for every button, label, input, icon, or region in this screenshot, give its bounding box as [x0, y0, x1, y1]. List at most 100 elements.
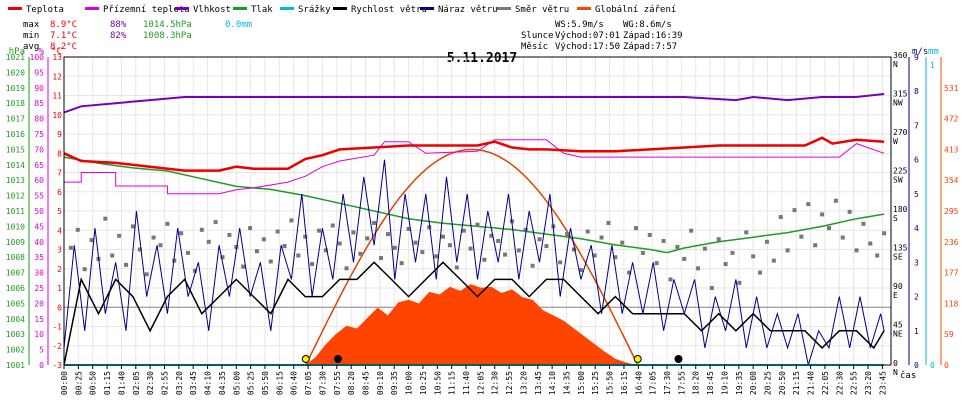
x-tick-label-47: 19:35 [735, 371, 744, 395]
dir-axis-deg-1: 315 [893, 90, 908, 99]
wind-direction-point-48 [399, 261, 404, 266]
pct-axis-tick-2: 90 [34, 84, 44, 93]
pct-axis-tick-6: 70 [34, 145, 44, 154]
dir-axis-label-3: SW [893, 176, 903, 185]
legend-label-0: Teplota [26, 5, 64, 15]
wind-direction-point-69 [544, 244, 549, 249]
info-wg: WG:8.6m/s [623, 20, 672, 30]
wind-direction-point-111 [833, 198, 838, 203]
wind-direction-point-74 [578, 268, 583, 273]
wind-speed-series [63, 261, 885, 366]
hpa-axis-tick-15: 1006 [6, 284, 25, 293]
pct-axis-tick-9: 55 [34, 192, 44, 201]
wind-direction-point-65 [516, 248, 521, 253]
sunrise-marker [301, 355, 310, 363]
info-moon-label: Měsíc [521, 42, 548, 52]
dir-axis-deg-3: 225 [893, 167, 908, 176]
legend-swatch-6 [420, 7, 434, 10]
wind-direction-point-105 [792, 208, 797, 213]
wind-direction-point-89 [682, 256, 687, 261]
dir-axis-label-4: S [893, 214, 898, 223]
wind-direction-point-43 [365, 236, 370, 241]
wind-direction-point-56 [454, 265, 459, 270]
dir-axis-deg-2: 270 [893, 128, 908, 137]
dir-axis-label-8: N [893, 368, 898, 377]
hpa-axis-tick-12: 1009 [6, 238, 25, 247]
x-axis-label: čas [900, 370, 916, 381]
stats-min-humidity: 82% [110, 31, 127, 41]
wind-direction-point-115 [861, 221, 866, 226]
rain-axis-tick-0: 1 [930, 61, 935, 70]
info-ws: WS:5.9m/s [555, 20, 604, 30]
wind-direction-point-83 [640, 250, 645, 255]
x-tick-label-38: 15:50 [606, 371, 615, 395]
wind-direction-point-16 [179, 231, 184, 236]
wind-direction-point-99 [751, 254, 756, 259]
temp-axis-tick-0: 13 [52, 53, 62, 62]
wind-direction-point-24 [234, 244, 239, 249]
x-tick-label-0: 00:00 [60, 371, 69, 395]
pct-axis-tick-12: 40 [34, 238, 44, 247]
wind-direction-point-116 [868, 241, 873, 246]
humidity-series [63, 93, 885, 114]
wind-direction-point-8 [124, 262, 129, 267]
rad-axis-tick-8: 59 [944, 330, 954, 339]
pct-axis-tick-18: 10 [34, 330, 44, 339]
wind-direction-point-117 [875, 253, 880, 258]
wind-direction-point-6 [110, 253, 115, 258]
wind-speed-line [63, 261, 885, 366]
rad-axis-tick-4: 295 [944, 207, 959, 216]
temperature-series [63, 136, 885, 172]
wind-direction-point-101 [764, 239, 769, 244]
hpa-axis-tick-9: 1012 [6, 192, 25, 201]
wind-direction-point-32 [289, 218, 294, 223]
legend-swatch-4 [280, 7, 294, 10]
wind-direction-point-97 [737, 280, 742, 285]
wind-direction-point-66 [523, 227, 528, 232]
rad-axis-tick-3: 354 [944, 176, 959, 185]
pressure-line [63, 156, 885, 254]
x-tick-label-30: 12:30 [491, 371, 500, 395]
info-moonrise: Východ:17:50 [555, 42, 620, 52]
wind-direction-point-7 [117, 233, 122, 238]
x-tick-label-50: 20:50 [778, 371, 787, 395]
pct-axis-tick-3: 85 [34, 99, 44, 108]
wind-direction-point-82 [634, 226, 639, 231]
moonset-marker [333, 355, 342, 363]
temp-axis-tick-12: 1 [57, 284, 62, 293]
wind-direction-point-21 [213, 220, 218, 225]
theoretical-radiation-line [305, 148, 639, 366]
wind-direction-point-31 [282, 244, 287, 249]
wind-direction-point-17 [186, 250, 191, 255]
x-tick-label-11: 04:35 [218, 371, 227, 395]
wind-direction-point-58 [468, 246, 473, 251]
ground-temperature-line [64, 139, 885, 195]
x-tick-label-43: 17:55 [677, 371, 686, 395]
pct-axis-tick-5: 75 [34, 130, 44, 139]
hpa-axis-unit: hPa [9, 47, 25, 57]
wind-direction-point-88 [675, 244, 680, 249]
x-tick-label-35: 14:35 [563, 371, 572, 395]
wind-axis-tick-7: 2 [914, 293, 919, 302]
pct-axis-tick-1: 95 [34, 68, 44, 77]
dir-axis-deg-8: 0 [893, 359, 898, 368]
wind-direction-point-45 [379, 256, 384, 261]
wind-direction-point-92 [702, 246, 707, 251]
wind-direction-point-23 [227, 232, 232, 237]
temp-axis-tick-1: 12 [52, 72, 62, 81]
hpa-axis-tick-3: 1018 [6, 99, 25, 108]
x-tick-label-49: 20:25 [764, 371, 773, 395]
stats-avg-temp: 8.2°C [50, 42, 77, 52]
wind-direction-point-40 [344, 266, 349, 271]
hpa-axis-tick-20: 1001 [6, 361, 25, 370]
dir-axis-label-5: SE [893, 253, 903, 262]
hpa-axis-tick-18: 1003 [6, 330, 25, 339]
rad-axis-tick-2: 413 [944, 145, 959, 154]
dir-axis-label-1: NW [893, 99, 903, 108]
ground-temperature-series [64, 139, 885, 195]
wind-direction-point-46 [385, 232, 390, 237]
x-tick-label-12: 05:00 [232, 371, 241, 395]
x-tick-label-44: 18:20 [692, 371, 701, 395]
wind-direction-point-103 [778, 214, 783, 219]
hpa-axis-tick-8: 1013 [6, 176, 25, 185]
